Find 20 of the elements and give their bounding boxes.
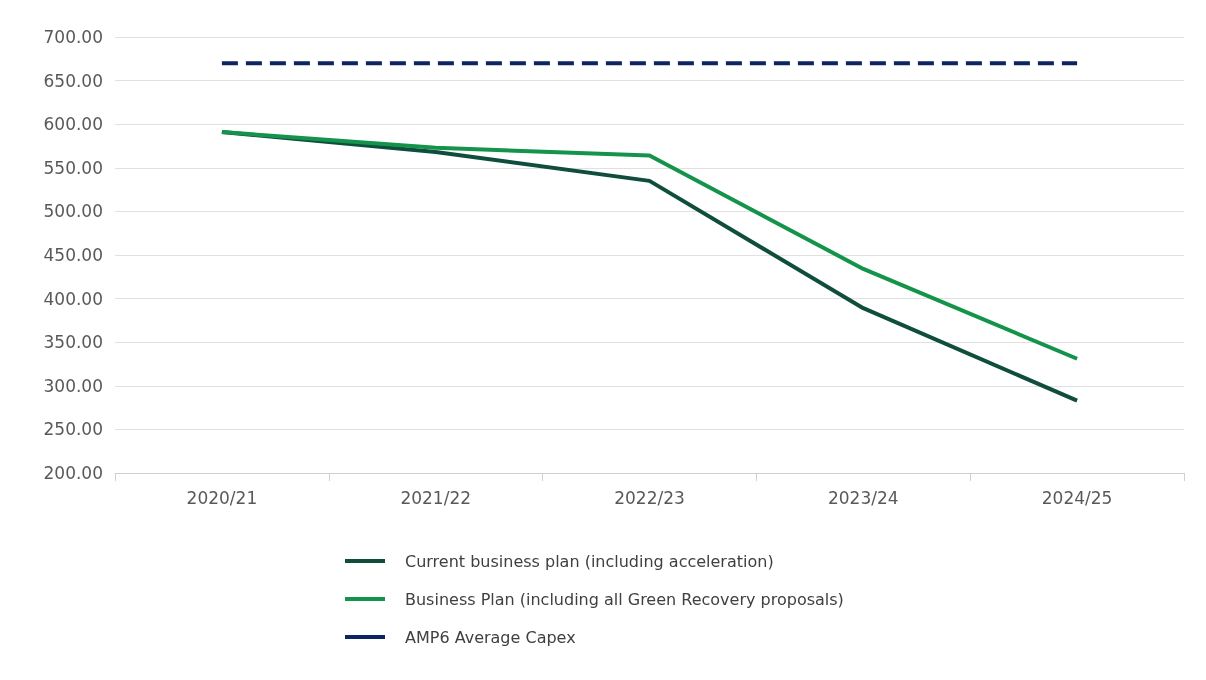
y-tick-label: 500.00 xyxy=(43,201,103,222)
y-tick-label: 450.00 xyxy=(43,245,103,265)
y-tick-label: 400.00 xyxy=(43,288,103,309)
legend-label: Business Plan (including all Green Recovery proposals) xyxy=(405,589,844,609)
y-tick-label: 300.00 xyxy=(43,375,103,396)
y-tick-label: 700.00 xyxy=(43,27,103,47)
legend-label: AMP6 Average Capex xyxy=(405,627,576,647)
x-tick-label: 2023/24 xyxy=(827,487,899,508)
y-tick-label: 650.00 xyxy=(43,70,103,91)
legend-label: Current business plan (including acceleration) xyxy=(405,551,774,571)
y-tick-label: 550.00 xyxy=(43,157,103,178)
y-tick-label: 250.00 xyxy=(43,419,103,440)
x-tick-label: 2020/21 xyxy=(186,487,258,508)
x-tick-label: 2021/22 xyxy=(400,487,472,508)
x-tick-label: 2024/25 xyxy=(1041,487,1113,508)
y-tick-label: 350.00 xyxy=(43,332,103,353)
x-tick-label: 2022/23 xyxy=(614,487,685,508)
y-tick-label: 600.00 xyxy=(43,114,103,135)
y-tick-label: 200.00 xyxy=(43,463,103,483)
line-series xyxy=(219,130,1080,361)
